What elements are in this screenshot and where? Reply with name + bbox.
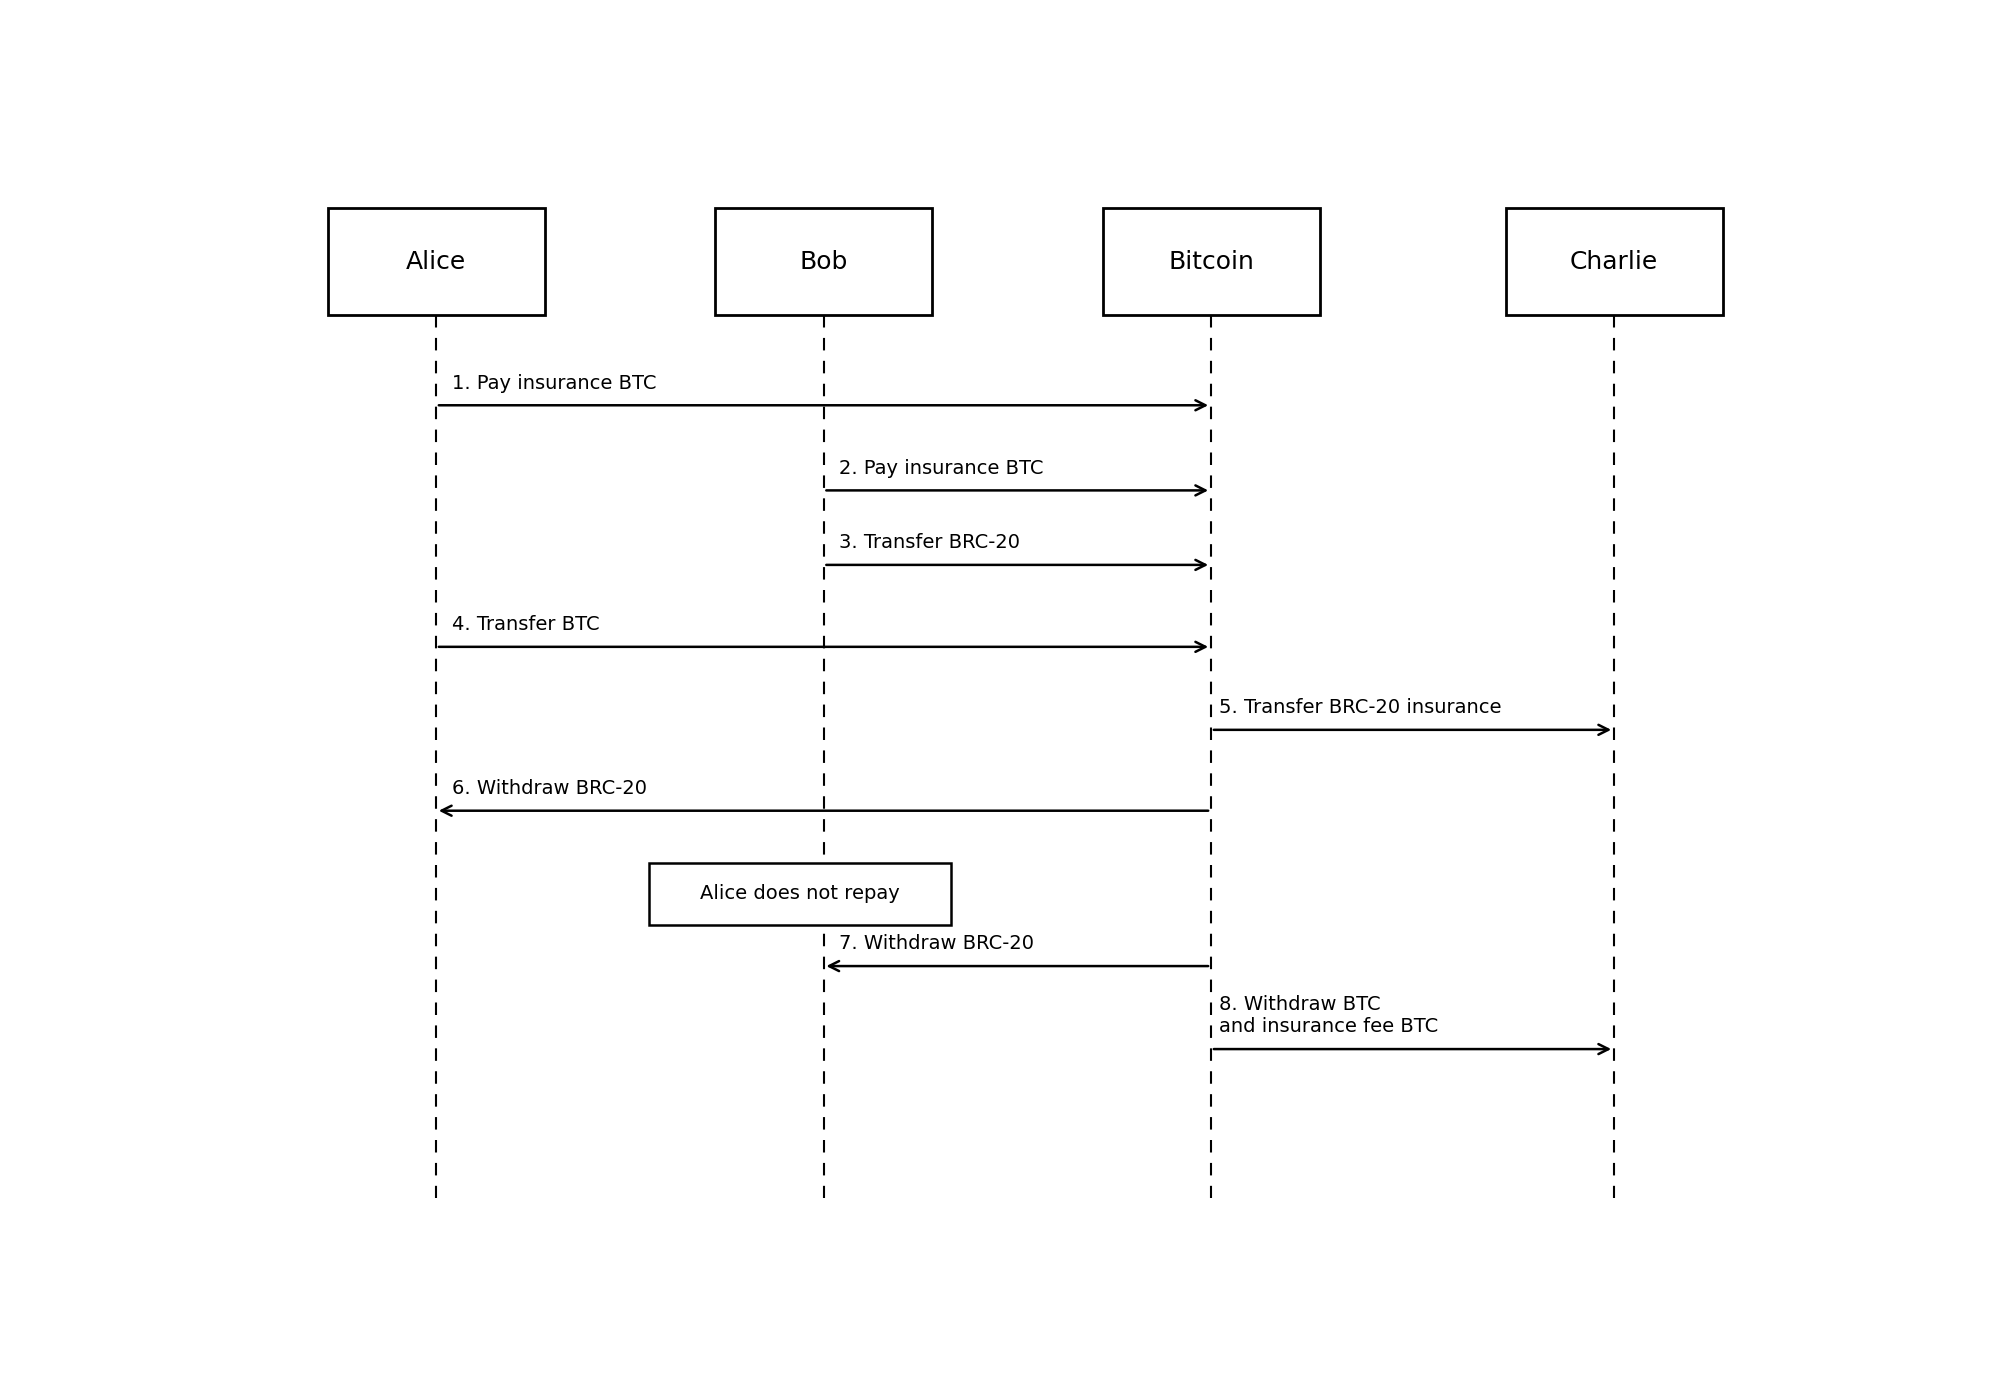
Text: Charlie: Charlie [1570,250,1658,274]
Text: Bitcoin: Bitcoin [1168,250,1254,274]
Bar [1102,209,1320,315]
Text: 2. Pay insurance BTC: 2. Pay insurance BTC [840,459,1044,478]
Bar [1506,209,1722,315]
Text: 1. Pay insurance BTC: 1. Pay insurance BTC [452,373,656,392]
Text: 8. Withdraw BTC
and insurance fee BTC: 8. Withdraw BTC and insurance fee BTC [1218,995,1438,1036]
Text: Alice: Alice [406,250,466,274]
Bar [328,209,544,315]
Text: Alice does not repay: Alice does not repay [700,884,900,904]
Text: 6. Withdraw BRC-20: 6. Withdraw BRC-20 [452,779,646,797]
Bar [716,209,932,315]
Text: 7. Withdraw BRC-20: 7. Withdraw BRC-20 [840,934,1034,954]
Text: 4. Transfer BTC: 4. Transfer BTC [452,615,600,634]
Text: 5. Transfer BRC-20 insurance: 5. Transfer BRC-20 insurance [1218,698,1502,717]
Bar [650,862,952,925]
Text: 3. Transfer BRC-20: 3. Transfer BRC-20 [840,533,1020,553]
Text: Bob: Bob [800,250,848,274]
